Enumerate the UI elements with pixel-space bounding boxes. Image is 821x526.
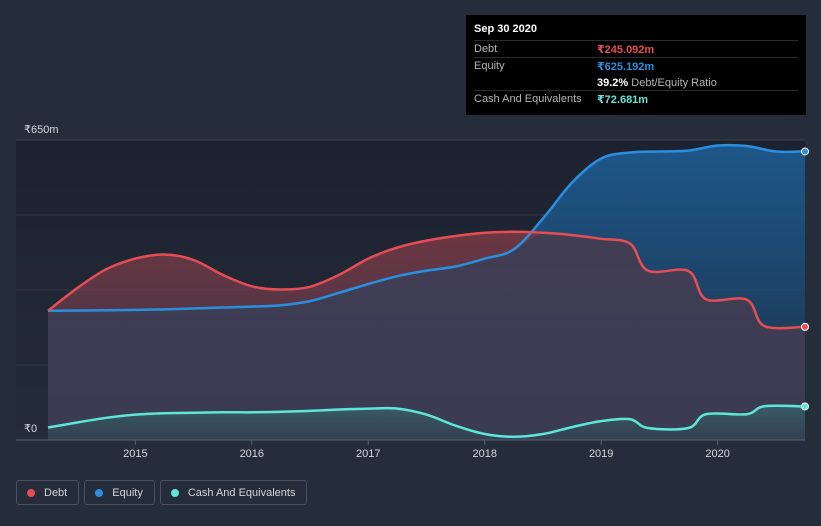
x-axis-ticks: 2015 2016 2017 2018 2019 2020 bbox=[123, 440, 730, 460]
tooltip-debt-label: Debt bbox=[474, 43, 498, 55]
x-tick-label: 2019 bbox=[589, 448, 613, 460]
cash-area bbox=[48, 405, 805, 440]
x-tick-label: 2018 bbox=[472, 448, 496, 460]
x-tick-label: 2016 bbox=[240, 448, 264, 460]
x-tick-label: 2020 bbox=[705, 448, 729, 460]
tooltip-equity-value: ₹625.192m bbox=[597, 61, 655, 73]
legend: Debt Equity Cash And Equivalents bbox=[16, 480, 312, 507]
overlap-area bbox=[48, 232, 805, 440]
debt-dot-icon bbox=[27, 488, 35, 497]
y-tick-label-zero: ₹0 bbox=[24, 423, 37, 435]
x-tick-label: 2017 bbox=[356, 448, 380, 460]
tooltip-cash-value: ₹72.681m bbox=[597, 94, 649, 106]
tooltip-cash-label: Cash And Equivalents bbox=[474, 93, 582, 105]
tooltip-date: Sep 30 2020 bbox=[474, 23, 537, 35]
tooltip-debt-row: Debt ₹245.092m bbox=[474, 40, 798, 58]
legend-equity-label: Equity bbox=[112, 486, 143, 499]
tooltip-debt-value: ₹245.092m bbox=[597, 44, 655, 56]
tooltip-ratio-label: Debt/Equity Ratio bbox=[631, 77, 717, 89]
equity-dot-icon bbox=[95, 488, 104, 497]
cash-end-marker bbox=[801, 402, 809, 411]
cash-dot-icon bbox=[170, 488, 179, 497]
x-tick-label: 2015 bbox=[123, 448, 147, 460]
equity-end-marker bbox=[801, 147, 809, 156]
legend-equity[interactable]: Equity bbox=[84, 480, 155, 505]
debt-line bbox=[47, 230, 806, 330]
debt-end-marker bbox=[801, 322, 809, 331]
tooltip-equity-row: Equity ₹625.192m 39.2% Debt/Equity Ratio bbox=[474, 57, 798, 92]
legend-debt-label: Debt bbox=[44, 486, 68, 499]
equity-line bbox=[47, 143, 806, 313]
legend-debt[interactable]: Debt bbox=[16, 480, 80, 505]
legend-cash-label: Cash And Equivalents bbox=[187, 486, 296, 499]
tooltip-ratio: 39.2% Debt/Equity Ratio bbox=[597, 77, 717, 89]
tooltip-equity-label: Equity bbox=[474, 60, 505, 72]
tooltip-cash-row: Cash And Equivalents ₹72.681m bbox=[474, 90, 798, 108]
y-tick-label-max: ₹650m bbox=[24, 124, 59, 136]
cash-line bbox=[47, 404, 806, 439]
legend-cash[interactable]: Cash And Equivalents bbox=[159, 480, 308, 505]
end-markers bbox=[801, 147, 809, 411]
tooltip-ratio-value: 39.2% bbox=[597, 77, 629, 89]
tooltip-panel: Sep 30 2020 Debt ₹245.092m Equity ₹625.1… bbox=[466, 15, 806, 115]
